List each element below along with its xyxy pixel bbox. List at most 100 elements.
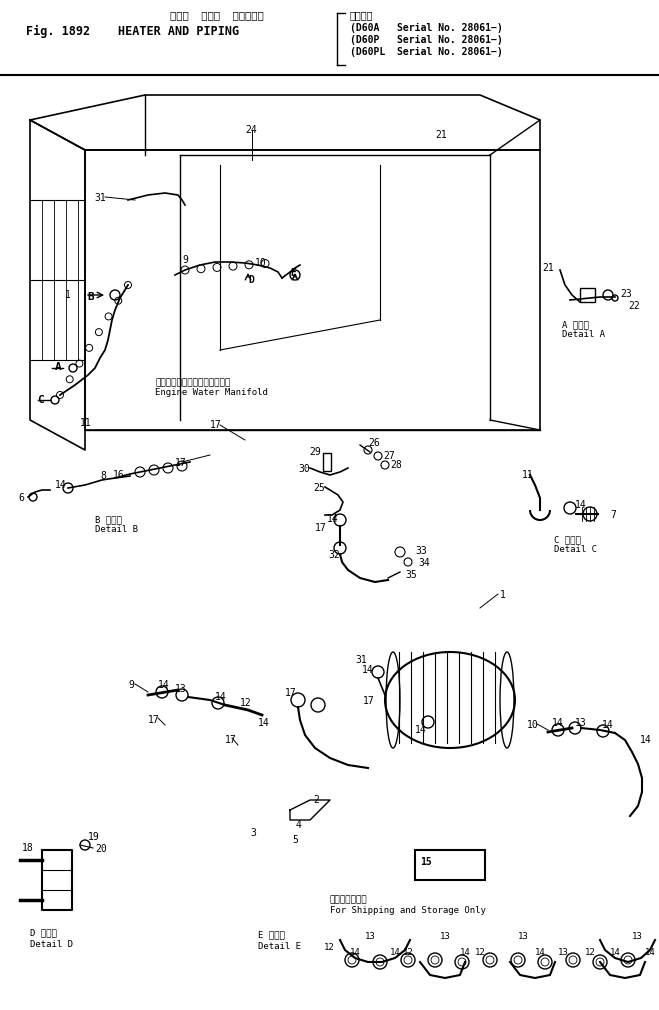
Text: 24: 24 [245,125,257,135]
Text: 10: 10 [527,720,539,730]
Text: 32: 32 [328,550,340,560]
Text: 12: 12 [585,948,596,957]
Text: 33: 33 [415,546,427,556]
Text: 14: 14 [390,948,401,957]
Text: 6: 6 [18,493,24,503]
Text: Detail A: Detail A [562,330,605,339]
Text: Detail C: Detail C [554,545,597,554]
Text: 16: 16 [113,470,125,480]
Text: 13: 13 [440,932,451,941]
Text: 適用号機: 適用号機 [350,10,374,20]
Text: 11: 11 [80,418,92,428]
Text: 14: 14 [258,718,270,728]
Text: 11: 11 [522,470,534,480]
Text: 5: 5 [292,835,298,845]
Text: Detail D: Detail D [30,940,73,949]
Text: 12: 12 [475,948,486,957]
Text: 8: 8 [100,471,106,481]
Text: 12: 12 [403,948,414,957]
Text: 17: 17 [210,420,221,430]
Text: ヒータ  および  パイピング: ヒータ および パイピング [170,10,264,20]
Text: Fig. 1892: Fig. 1892 [26,25,90,38]
Text: 29: 29 [309,447,321,457]
Text: D: D [248,275,254,285]
Text: A: A [55,362,62,372]
Bar [415,850,485,880]
Text: 14: 14 [610,948,621,957]
Text: 14: 14 [350,948,360,957]
Text: 20: 20 [95,844,107,854]
Text: D 詳細図: D 詳細図 [30,928,57,937]
Text: For Shipping and Storage Only: For Shipping and Storage Only [330,906,486,915]
Text: 14: 14 [645,948,656,957]
Text: 17: 17 [285,688,297,698]
Text: 14: 14 [215,692,227,702]
Text: B: B [87,292,94,302]
Text: 31: 31 [94,193,105,203]
Text: 2: 2 [313,795,319,805]
Text: 10: 10 [255,258,267,268]
Text: 15: 15 [420,857,432,867]
Text: 17: 17 [363,696,375,706]
Text: 14: 14 [602,720,614,730]
Text: (D60P   Serial No. 28061−): (D60P Serial No. 28061−) [350,35,503,45]
Text: 12: 12 [324,943,335,952]
Text: 31: 31 [355,655,367,665]
Text: 17: 17 [315,523,327,533]
Text: E 詳細図: E 詳細図 [258,930,285,939]
Text: 21: 21 [542,263,554,273]
Text: HEATER AND PIPING: HEATER AND PIPING [118,25,239,38]
Text: 14: 14 [460,948,471,957]
Text: 13: 13 [365,932,376,941]
Text: 23: 23 [620,289,632,299]
Text: 14: 14 [55,480,67,490]
Text: 13: 13 [575,718,587,728]
Text: 輸送及び保管用: 輸送及び保管用 [330,895,368,904]
Text: Detail E: Detail E [258,942,301,951]
Text: 22: 22 [628,301,640,311]
Text: 14: 14 [640,735,652,745]
Text: C: C [37,395,43,405]
Text: 3: 3 [250,828,256,838]
Text: (D60A   Serial No. 28061−): (D60A Serial No. 28061−) [350,23,503,33]
Text: 9: 9 [128,680,134,690]
Text: 17: 17 [175,458,186,468]
Text: 28: 28 [390,460,402,470]
Text: 14: 14 [362,665,374,675]
Text: 13: 13 [518,932,529,941]
Text: 13: 13 [632,932,643,941]
Text: 13: 13 [558,948,569,957]
Text: 26: 26 [368,438,380,448]
Text: B 詳細図: B 詳細図 [95,515,122,524]
Text: 14: 14 [575,500,587,510]
Text: 4: 4 [295,820,301,830]
Text: 19: 19 [88,832,100,842]
Text: 18: 18 [22,843,34,853]
Text: 27: 27 [383,451,395,461]
Text: 14: 14 [415,725,427,735]
Text: 21: 21 [435,130,447,140]
Text: (D60PL  Serial No. 28061−): (D60PL Serial No. 28061−) [350,47,503,57]
Text: 14: 14 [158,680,170,690]
Text: 14: 14 [535,948,546,957]
Text: Detail B: Detail B [95,525,138,534]
Text: 17: 17 [225,735,237,745]
Text: A 詳細図: A 詳細図 [562,320,589,329]
Text: 1: 1 [65,290,71,300]
Text: E: E [290,268,296,278]
Text: 17: 17 [148,715,159,725]
Text: 13: 13 [175,684,186,694]
Text: 1: 1 [500,590,506,600]
Text: Engine Water Manifold: Engine Water Manifold [155,388,268,397]
Bar [323,453,331,471]
Text: C 詳細図: C 詳細図 [554,535,581,544]
Text: 25: 25 [313,483,325,493]
Text: エンジンウォータマニホールド: エンジンウォータマニホールド [155,378,230,387]
Text: 14: 14 [327,514,339,524]
Text: 35: 35 [405,570,416,580]
Text: 9: 9 [182,255,188,265]
Text: 34: 34 [418,558,430,568]
Text: 14: 14 [552,718,563,728]
Bar [580,288,595,302]
Text: 7: 7 [610,510,616,520]
